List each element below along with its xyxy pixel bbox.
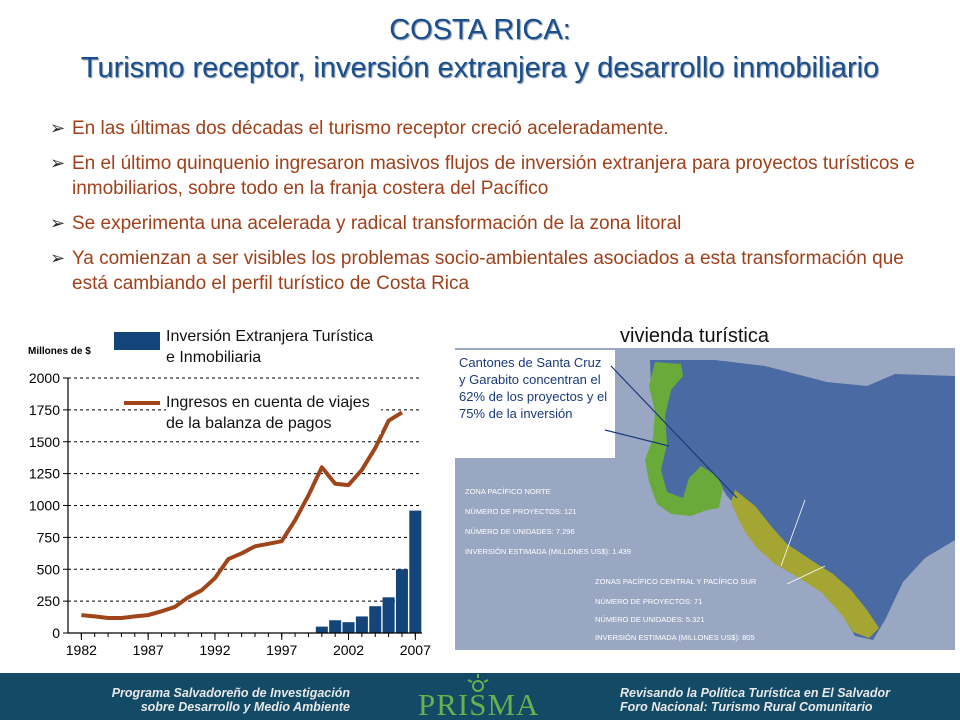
slide-subtitle: Turismo receptor, inversión extranjera y… [80,52,880,84]
sun-logo-icon [467,674,489,692]
north-zone-label: ZONA PACÍFICO NORTE [465,487,551,496]
bullet-text: Se experimenta una acelerada y radical t… [72,213,682,234]
legend-label-bars: Inversión Extranjera Turística e Inmobil… [166,326,376,368]
bullet-item: ➢ Ya comienzan a ser visibles los problem… [50,246,930,296]
footer-bar: Programa Salvadoreño de Investigación so… [0,673,960,720]
callout-arrow [604,429,670,447]
bullet-text: Ya comienzan a ser visibles los problema… [72,248,904,294]
bullet-item: ➢ En las últimas dos décadas el turismo r… [50,116,930,141]
footer-left: Programa Salvadoreño de Investigación so… [0,686,350,714]
y-tick-label: 1000 [29,498,60,514]
arrow-bullet-icon: ➢ [50,153,66,173]
slide-title: COSTA RICA: [389,14,571,46]
bar [369,606,382,633]
bar [342,622,355,633]
land-mass [647,360,955,640]
bar [395,569,408,633]
x-tick-label: 1997 [266,642,297,658]
footer-left-line1: Programa Salvadoreño de Investigación [111,686,350,700]
x-tick-label: 1982 [66,642,97,658]
bullet-list: ➢ En las últimas dos décadas el turismo r… [50,116,930,306]
footer-left-line2: sobre Desarrollo y Medio Ambiente [140,700,350,714]
south-pacific-zone [731,490,879,638]
bar [409,510,422,633]
arrow-bullet-icon: ➢ [50,248,66,268]
bar-series [315,510,422,633]
arrow-bullet-icon: ➢ [50,118,66,138]
x-tick-label: 2007 [400,642,431,658]
leader-line [780,499,806,567]
south-investment: INVERSIÓN ESTIMADA (MILLONES US$): 805 [595,633,755,642]
callout-text: Cantones de Santa Cruz y Garabito concen… [459,355,608,421]
chart-legend: Inversión Extranjera Turística e Inmobil… [114,326,381,434]
y-tick-label: 0 [52,625,60,641]
callout-arrow [610,365,738,499]
y-tick-label: 1750 [29,402,60,418]
map-title: vivienda turística [620,325,770,347]
footer-right: Revisando la Política Turística en El Sa… [620,686,890,714]
footer-right-line2: Foro Nacional: Turismo Rural Comunitario [620,700,873,714]
south-projects: NÚMERO DE PROYECTOS: 71 [595,597,702,606]
north-investment: INVERSIÓN ESTIMADA (MILLONES US$): 1.439 [465,547,631,556]
y-tick-label: 1500 [29,434,60,450]
bar [382,597,395,633]
y-tick-label: 1250 [29,466,60,482]
x-tick-label: 1987 [133,642,164,658]
y-tick-label: 250 [37,593,61,609]
leader-line [786,565,826,585]
line-path [81,410,404,620]
costa-rica-map: vivienda turística Cantones de Santa Cru… [455,320,955,650]
prisma-logo: PRISMA [418,687,540,722]
north-projects: NÚMERO DE PROYECTOS: 121 [465,507,577,516]
arrow-bullet-icon: ➢ [50,213,66,233]
x-tick-label: 1992 [199,642,230,658]
legend-label-line: Ingresos en cuenta de viajes de la balan… [166,392,381,434]
bullet-text: En las últimas dos décadas el turismo re… [72,118,669,139]
chart-axes: 0 250 500 750 1000 1250 1500 1750 2000 1982 1987 19… [29,370,431,658]
bar [315,626,328,633]
north-stats: ZONA PACÍFICO NORTE NÚMERO DE PROYECTOS:… [465,487,631,556]
y-axis-label: Millones de $ [28,346,91,357]
line-series [81,410,404,620]
tourism-chart: Millones de $ 0 250 500 750 1000 1250 1500 1750… [28,326,431,658]
bullet-text: En el último quinquenio ingresaron masiv… [72,153,915,199]
y-tick-label: 500 [37,561,61,577]
bullet-item: ➢ En el último quinquenio ingresaron masi… [50,151,930,201]
legend-swatch-bars [114,332,160,350]
footer-right-line1: Revisando la Política Turística en El Sa… [620,686,891,700]
bar [355,616,368,633]
south-stats: ZONAS PACÍFICO CENTRAL Y PACÍFICO SUR NÚ… [595,577,757,642]
south-units: NÚMERO DE UNIDADES: 5.321 [595,615,705,624]
bullet-item: ➢ Se experimenta una acelerada y radical … [50,211,930,236]
x-tick-label: 2002 [333,642,364,658]
north-pacific-zone [645,362,723,516]
callout-box [455,350,615,458]
y-tick-label: 2000 [29,370,60,386]
y-tick-label: 750 [37,529,61,545]
south-zone-label: ZONAS PACÍFICO CENTRAL Y PACÍFICO SUR [595,577,757,586]
bar [329,620,342,633]
north-units: NÚMERO DE UNIDADES: 7.296 [465,527,575,536]
